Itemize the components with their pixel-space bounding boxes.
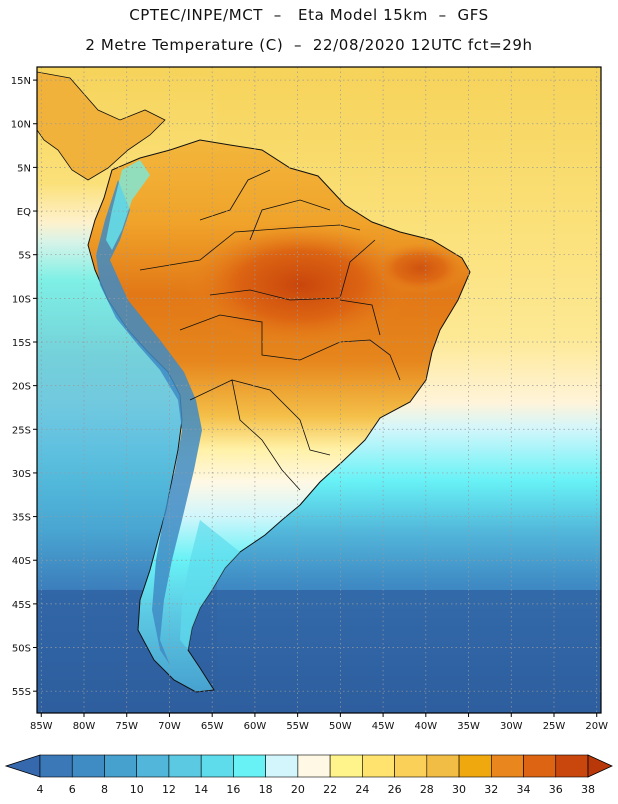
lon-label: 35W [457,721,480,732]
colorbar-swatch [329,754,363,778]
lat-label: 35S [12,513,31,524]
lon-label: 45W [372,721,395,732]
lon-label: 85W [30,721,53,732]
lon-label: 55W [286,721,309,732]
colorbar-swatch [168,754,202,778]
lat-label: 45S [12,600,31,611]
country-borders [139,169,401,506]
colorbar-swatch [39,754,73,778]
southern-ocean-band [37,590,601,713]
lat-label: 10S [12,294,31,305]
latitude-labels: 15N 10N 5N EQ 5S 10S 15S 20S 25S 30S 35S 40S 45S 50S 5… [11,76,31,698]
colorbar-label: 6 [69,783,76,796]
colorbar-swatch [297,754,331,778]
colorbar-swatch [200,754,234,778]
colorbar-label: 28 [420,783,434,796]
colorbar-label: 36 [549,783,563,796]
lat-label: 25S [12,425,31,436]
colorbar-swatch [136,754,170,778]
colorbar-label: 24 [355,783,369,796]
lon-label: 75W [115,721,138,732]
lat-label: 5S [18,251,31,262]
colorbar-label: 38 [581,783,595,796]
colorbar-label: 26 [388,783,402,796]
colorbar-swatch [71,754,105,778]
lon-label: 40W [415,721,438,732]
colorbar-label: 20 [291,783,305,796]
lat-label: 10N [11,120,31,131]
map-title-source: CPTEC/INPE/MCT – Eta Model 15km – GFS [129,6,489,24]
lon-label: 80W [73,721,96,732]
colorbar-swatch [104,754,138,778]
colorbar-label: 16 [226,783,240,796]
colorbar-swatch [394,754,428,778]
patagonia-cool-zone [180,520,240,650]
lat-lon-grid [33,67,601,717]
lon-label: 65W [201,721,224,732]
lat-label: 50S [12,644,31,655]
lon-label: 70W [158,721,181,732]
lat-label: 40S [12,556,31,567]
colorbar-label: 30 [452,783,466,796]
lon-label: 30W [500,721,523,732]
lat-label: 55S [12,687,31,698]
colorbar-swatch [555,754,589,778]
colorbar-swatch [426,754,460,778]
lon-label: 50W [329,721,352,732]
north-brazil-hot [375,243,465,293]
lat-label: 20S [12,382,31,393]
colorbar-swatch [233,754,266,778]
colorbar-swatch [523,754,557,778]
lat-label: 5N [17,163,31,174]
colorbar-over-arrow [587,754,613,778]
colorbar-label: 4 [37,783,44,796]
colorbar-under-arrow [4,754,41,778]
lon-label: 60W [244,721,267,732]
temperature-colorbar [4,754,613,778]
lon-label: 20W [585,721,608,732]
lat-label: 30S [12,469,31,480]
colorbar-label: 34 [517,783,531,796]
amazon-hot-core [185,223,415,347]
colorbar-label: 18 [259,783,273,796]
map-title-variable: 2 Metre Temperature (C) – 22/08/2020 12U… [85,36,533,54]
colorbar-swatch [490,754,524,778]
colorbar-swatch [458,754,492,778]
colorbar-label: 8 [101,783,108,796]
lon-label: 25W [543,721,566,732]
colorbar-labels: 4 6 8 10 12 14 16 18 20 22 24 26 28 30 32 34 36 38 [37,783,596,796]
andes-cold-strip [96,180,202,665]
andes-north-cold [106,160,150,250]
colorbar-label: 22 [323,783,337,796]
lat-label: 15N [11,76,31,87]
colorbar-label: 32 [484,783,498,796]
colorbar-swatch [265,754,299,778]
central-america-land [37,71,166,181]
lat-label: 15S [12,338,31,349]
map-frame [36,66,602,714]
longitude-labels: 85W 80W 75W 70W 65W 60W 55W 50W 45W 40W 35W 30W 25W 2… [30,721,608,732]
colorbar-label: 12 [162,783,176,796]
colorbar-swatch [362,754,395,778]
lat-label: EQ [17,207,31,218]
colorbar-label: 10 [130,783,144,796]
colorbar-label: 14 [194,783,208,796]
